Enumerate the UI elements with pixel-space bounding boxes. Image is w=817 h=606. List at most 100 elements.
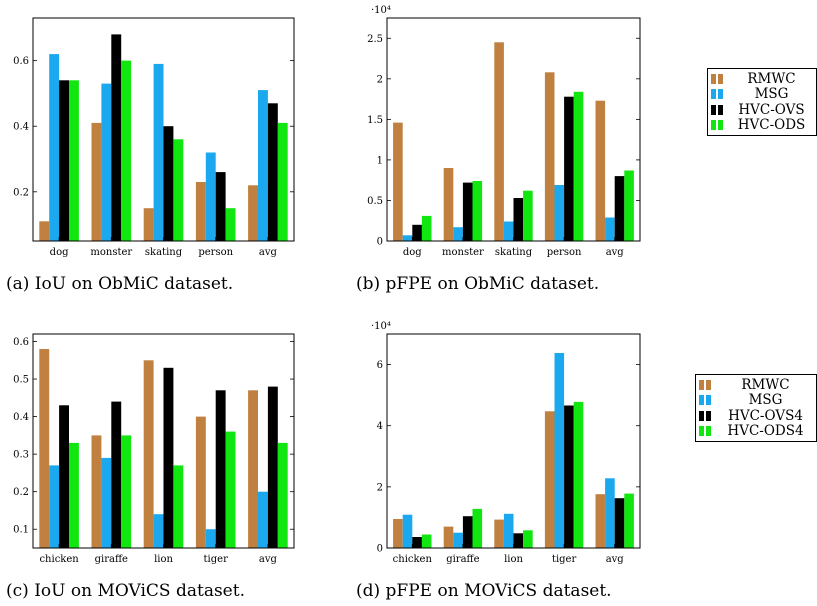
bar-HVC-OVS4-avg — [614, 498, 625, 548]
scale-label: ·10⁴ — [371, 321, 391, 332]
y-tick-label: 0 — [377, 544, 383, 555]
legend-item: MSG — [699, 392, 813, 409]
bar-HVC-ODS4-giraffe — [472, 508, 483, 548]
bar-HVC-ODS-dog — [69, 80, 79, 241]
bar-HVC-OVS4-tiger — [215, 390, 226, 548]
x-tick-label: tiger — [204, 554, 229, 565]
y-tick-label: 0.2 — [13, 187, 29, 198]
bar-HVC-OVS-skating — [163, 126, 174, 241]
bar-HVC-ODS-monster — [472, 181, 483, 241]
bar-RMWC-avg — [595, 494, 606, 548]
legend-label: HVC-ODS4 — [727, 423, 804, 440]
bar-MSG-tiger — [205, 529, 216, 548]
legend-swatch — [711, 73, 724, 84]
bar-RMWC-lion — [494, 519, 504, 548]
bar-HVC-ODS-avg — [277, 122, 288, 241]
x-tick-label: monster — [90, 247, 132, 258]
x-tick-label: lion — [154, 554, 173, 565]
bar-MSG-person — [554, 185, 565, 241]
y-tick-label: 0.3 — [13, 450, 29, 461]
bar-HVC-OVS4-chicken — [59, 405, 69, 548]
caption-d: (d) pFPE on MOViCS dataset. — [356, 581, 612, 601]
bar-MSG-monster — [101, 83, 112, 241]
legend-obmic: RMWC MSG HVC-OVS HVC-ODS — [707, 68, 817, 136]
y-tick-label: 0.5 — [13, 375, 29, 386]
plot-frame — [386, 17, 641, 242]
bar-HVC-OVS4-giraffe — [462, 516, 473, 548]
bar-MSG-dog — [49, 54, 60, 241]
bar-RMWC-person — [544, 72, 555, 241]
bar-RMWC-giraffe — [443, 526, 454, 548]
legend-item: HVC-ODS4 — [699, 423, 813, 440]
bar-RMWC-monster — [443, 168, 454, 241]
x-tick-label: person — [547, 247, 582, 258]
bar-MSG-lion — [503, 513, 514, 548]
bar-HVC-ODS-person — [225, 208, 236, 241]
bar-RMWC-dog — [39, 221, 50, 241]
bar-HVC-OVS-monster — [111, 34, 122, 242]
caption-c: (c) IoU on MOViCS dataset. — [6, 581, 245, 601]
bar-RMWC-giraffe — [91, 435, 102, 548]
bar-MSG-lion — [153, 514, 164, 548]
bar-RMWC-avg — [248, 390, 258, 548]
x-tick-label: dog — [403, 247, 422, 258]
bar-MSG-avg — [258, 90, 268, 241]
y-tick-label: 2 — [377, 482, 383, 493]
x-tick-label: person — [198, 247, 233, 258]
plot-frame — [32, 17, 295, 242]
scale-label: ·10⁴ — [371, 5, 391, 16]
x-tick-label: skating — [145, 247, 183, 258]
bar-HVC-OVS-dog — [412, 224, 422, 241]
legend-item: HVC-ODS — [711, 117, 813, 133]
bar-HVC-OVS-avg — [614, 176, 625, 241]
bar-HVC-ODS-skating — [523, 190, 533, 241]
legend-label: MSG — [754, 86, 789, 103]
bar-MSG-tiger — [554, 353, 565, 548]
bar-MSG-giraffe — [101, 457, 112, 548]
legend-swatch — [699, 426, 712, 437]
x-tick-label: monster — [442, 247, 484, 258]
bar-HVC-OVS4-tiger — [564, 405, 574, 548]
y-tick-label: 1.5 — [367, 115, 383, 126]
legend-label: MSG — [748, 392, 783, 409]
legend-swatch — [699, 410, 712, 421]
bar-RMWC-avg — [248, 185, 258, 242]
x-tick-label: tiger — [552, 554, 577, 565]
bar-HVC-ODS4-avg — [277, 442, 288, 548]
bar-HVC-OVS-skating — [513, 198, 524, 241]
chart-3: 0 2 4 6 chicken giraffe lion tiger avg ·10⁴ — [371, 321, 641, 565]
legend-swatch — [711, 104, 724, 115]
caption-a: (a) IoU on ObMiC dataset. — [6, 274, 234, 294]
bar-MSG-monster — [453, 227, 463, 241]
bar-HVC-ODS4-avg — [624, 493, 634, 548]
bar-HVC-ODS4-chicken — [421, 534, 432, 548]
y-tick-label: 0.2 — [13, 487, 29, 498]
y-tick-label: 2.5 — [367, 34, 383, 45]
bar-MSG-person — [205, 152, 216, 241]
bar-HVC-ODS4-chicken — [69, 442, 79, 548]
chart-2: 0.1 0.2 0.3 0.4 0.5 0.6 chicken giraffe lion tige… — [13, 333, 295, 565]
bar-RMWC-tiger — [195, 416, 206, 548]
legend-movics: RMWC MSG HVC-OVS4 HVC-ODS4 — [695, 374, 817, 442]
bar-MSG-avg — [258, 491, 268, 548]
bar-HVC-OVS-person — [564, 96, 574, 241]
bar-HVC-ODS4-giraffe — [121, 435, 132, 548]
legend-label: RMWC — [747, 70, 796, 87]
bar-RMWC-skating — [494, 42, 504, 241]
legend-swatch — [711, 120, 724, 131]
bar-HVC-OVS4-avg — [267, 386, 278, 548]
x-tick-label: avg — [606, 247, 625, 258]
bar-HVC-ODS4-tiger — [225, 431, 236, 548]
bar-MSG-giraffe — [453, 532, 463, 548]
bar-HVC-ODS-monster — [121, 60, 132, 241]
bar-MSG-skating — [153, 63, 164, 242]
bar-MSG-avg — [605, 478, 615, 548]
y-tick-label: 4 — [377, 421, 383, 432]
bar-HVC-ODS4-tiger — [573, 401, 584, 548]
y-tick-label: 0.4 — [13, 412, 29, 423]
bar-HVC-ODS-skating — [173, 139, 184, 241]
x-tick-label: avg — [259, 554, 278, 565]
legend-swatch — [699, 395, 712, 406]
bar-HVC-OVS-dog — [59, 80, 69, 241]
